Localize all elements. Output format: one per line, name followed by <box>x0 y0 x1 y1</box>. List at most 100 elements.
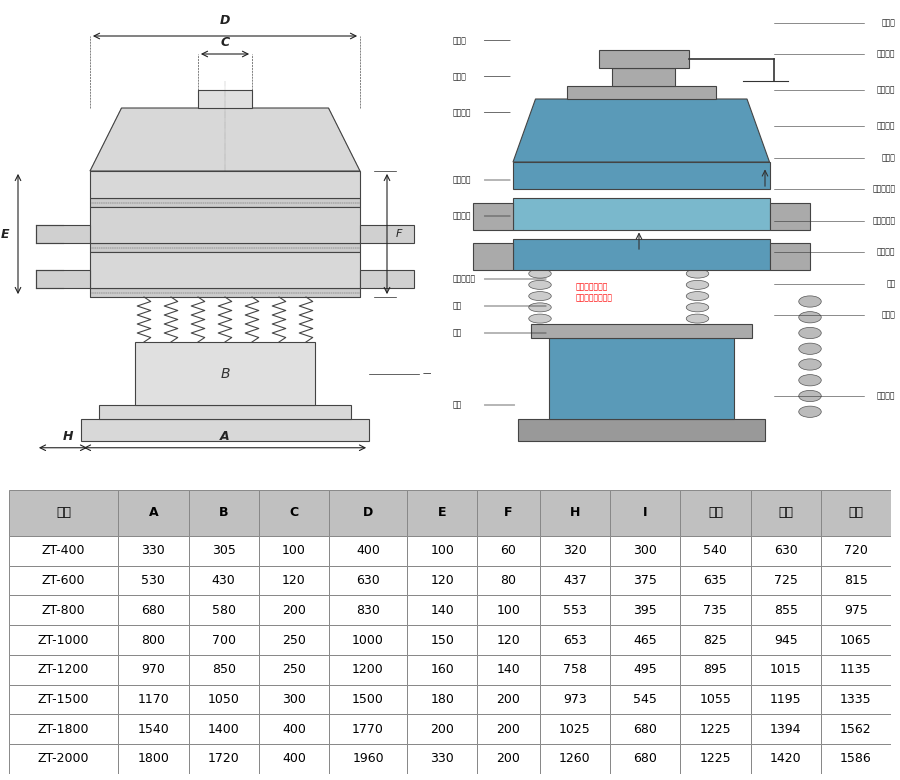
Text: 465: 465 <box>634 633 657 647</box>
Text: 120: 120 <box>430 574 454 587</box>
Bar <box>751 685 821 714</box>
Text: 辅助筛网: 辅助筛网 <box>877 86 896 94</box>
Text: 305: 305 <box>212 544 236 558</box>
Text: 200: 200 <box>497 753 520 765</box>
Text: ZT-1500: ZT-1500 <box>38 693 89 706</box>
Bar <box>407 595 477 625</box>
Bar <box>770 203 810 229</box>
Text: 200: 200 <box>497 693 520 706</box>
Text: 1500: 1500 <box>352 693 384 706</box>
Text: 120: 120 <box>282 574 306 587</box>
Bar <box>680 625 751 655</box>
Bar <box>680 490 751 536</box>
Bar <box>407 655 477 685</box>
Text: 1050: 1050 <box>208 693 239 706</box>
Text: 外形尺寸图: 外形尺寸图 <box>198 461 252 479</box>
Bar <box>407 714 477 744</box>
Bar <box>540 595 610 625</box>
Bar <box>540 655 610 685</box>
Bar <box>610 714 680 744</box>
Text: 100: 100 <box>430 544 454 558</box>
Text: 弹簧: 弹簧 <box>452 328 462 338</box>
Bar <box>472 203 513 229</box>
Text: 850: 850 <box>212 663 236 676</box>
Bar <box>821 685 891 714</box>
Bar <box>477 744 540 774</box>
Bar <box>477 655 540 685</box>
Text: 580: 580 <box>212 604 236 617</box>
Bar <box>118 625 188 655</box>
Bar <box>118 744 188 774</box>
Ellipse shape <box>799 343 821 354</box>
Text: 三层: 三层 <box>849 506 863 519</box>
Bar <box>477 685 540 714</box>
Bar <box>540 744 610 774</box>
Text: 1562: 1562 <box>840 723 872 736</box>
Bar <box>259 536 329 566</box>
Bar <box>329 536 407 566</box>
Text: 700: 700 <box>212 633 236 647</box>
Bar <box>821 744 891 774</box>
Bar <box>118 714 188 744</box>
Bar <box>751 536 821 566</box>
Ellipse shape <box>686 303 709 312</box>
Text: F: F <box>504 506 513 519</box>
Bar <box>610 566 680 595</box>
Text: I: I <box>643 506 647 519</box>
Bar <box>477 625 540 655</box>
Bar <box>821 625 891 655</box>
Text: 二层: 二层 <box>778 506 793 519</box>
Bar <box>9 744 118 774</box>
Ellipse shape <box>799 312 821 323</box>
Bar <box>680 655 751 685</box>
Ellipse shape <box>799 406 821 417</box>
Text: 绕外重锤板: 绕外重锤板 <box>872 216 896 225</box>
Bar <box>329 714 407 744</box>
Bar <box>9 490 118 536</box>
Bar <box>259 744 329 774</box>
Bar <box>751 744 821 774</box>
Bar <box>680 566 751 595</box>
Text: 橡胶球: 橡胶球 <box>882 153 896 162</box>
Bar <box>680 595 751 625</box>
Text: 一层: 一层 <box>708 506 723 519</box>
Text: 球形清洁板: 球形清洁板 <box>872 185 896 193</box>
Text: 1260: 1260 <box>559 753 590 765</box>
Bar <box>407 625 477 655</box>
Ellipse shape <box>529 303 551 312</box>
Text: 运输用固定螺栓
试机时去掉！！！: 运输用固定螺栓 试机时去掉！！！ <box>576 283 613 302</box>
Text: H: H <box>570 506 580 519</box>
Text: 1720: 1720 <box>208 753 239 765</box>
Text: 150: 150 <box>430 633 454 647</box>
Bar <box>549 338 734 419</box>
Bar <box>680 685 751 714</box>
Text: 1586: 1586 <box>840 753 872 765</box>
Text: 540: 540 <box>704 544 727 558</box>
Text: 1135: 1135 <box>840 663 872 676</box>
Text: 筛网法兰: 筛网法兰 <box>877 122 896 130</box>
Text: ZT-600: ZT-600 <box>42 574 86 587</box>
Bar <box>751 490 821 536</box>
Text: 430: 430 <box>212 574 236 587</box>
Bar <box>135 342 315 405</box>
Bar <box>610 490 680 536</box>
Bar <box>751 714 821 744</box>
Text: 553: 553 <box>562 604 587 617</box>
Text: 1540: 1540 <box>138 723 169 736</box>
Text: 545: 545 <box>634 693 657 706</box>
Text: 400: 400 <box>282 723 306 736</box>
Ellipse shape <box>686 314 709 323</box>
Ellipse shape <box>799 390 821 402</box>
Bar <box>360 270 414 288</box>
Ellipse shape <box>686 280 709 289</box>
Text: 1420: 1420 <box>770 753 801 765</box>
Bar <box>407 490 477 536</box>
Bar <box>477 595 540 625</box>
Text: ZT-1000: ZT-1000 <box>38 633 89 647</box>
Bar <box>118 490 188 536</box>
Text: 330: 330 <box>430 753 454 765</box>
Bar <box>329 655 407 685</box>
Bar <box>598 49 688 68</box>
Bar <box>751 595 821 625</box>
Bar <box>610 625 680 655</box>
